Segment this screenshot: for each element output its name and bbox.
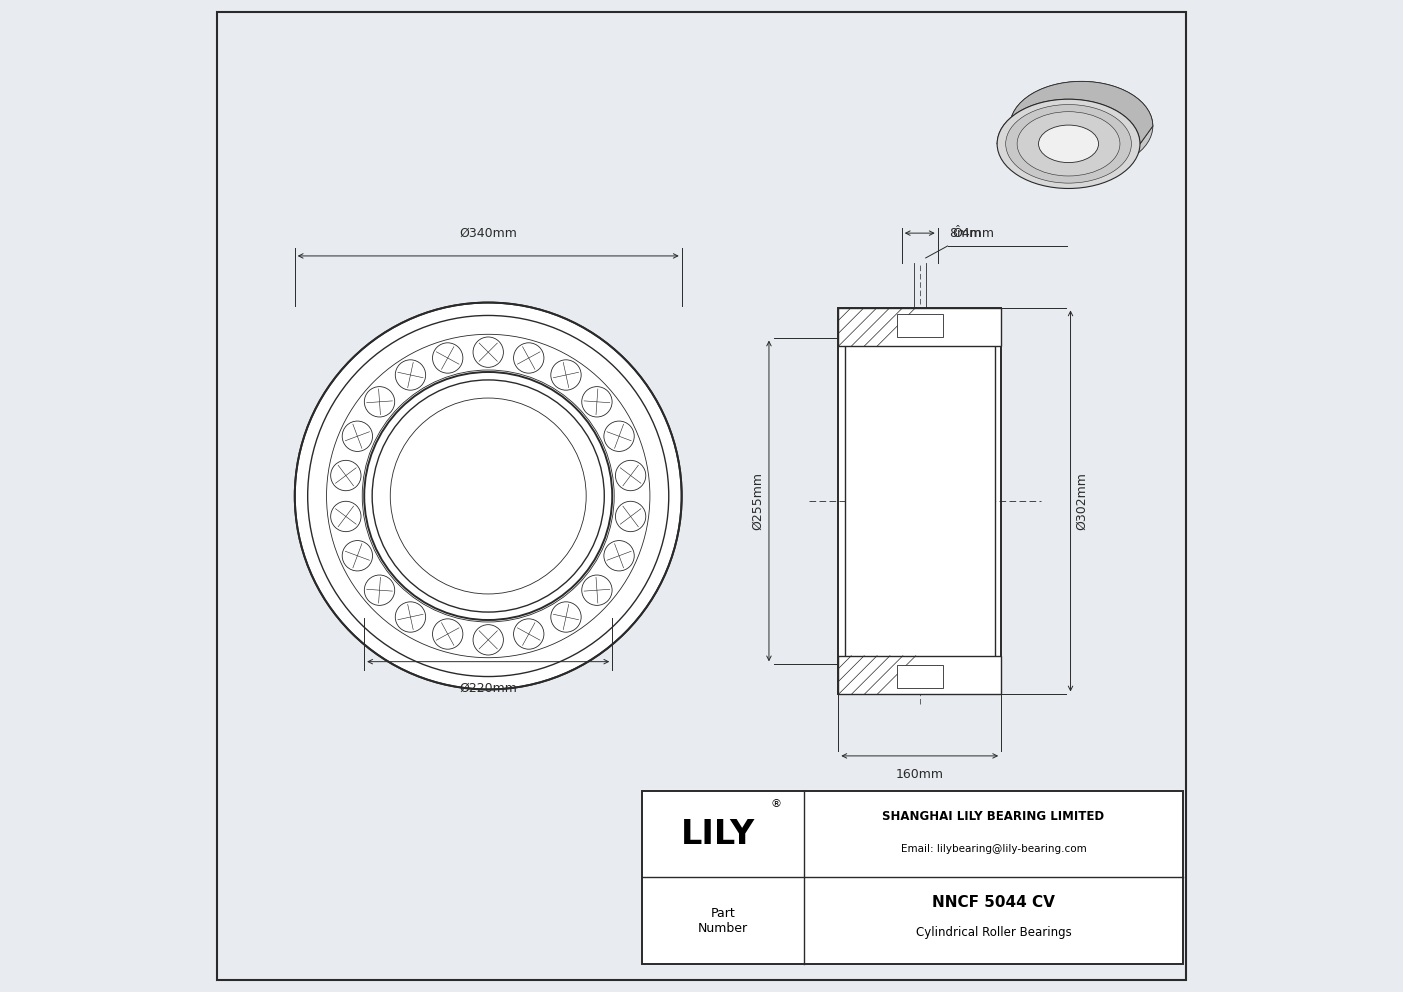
Circle shape — [342, 421, 373, 451]
Ellipse shape — [1006, 104, 1131, 184]
Circle shape — [365, 575, 394, 605]
Circle shape — [582, 575, 612, 605]
Circle shape — [603, 541, 634, 571]
Ellipse shape — [1051, 107, 1111, 145]
Circle shape — [551, 360, 581, 390]
Circle shape — [603, 421, 634, 451]
Text: ®: ® — [770, 800, 781, 809]
Text: LILY: LILY — [680, 817, 755, 850]
Circle shape — [432, 619, 463, 649]
Text: Ø340mm: Ø340mm — [459, 227, 518, 240]
Text: Part
Number: Part Number — [699, 907, 748, 934]
Circle shape — [473, 625, 504, 655]
Ellipse shape — [1038, 125, 1099, 163]
Circle shape — [396, 360, 425, 390]
Circle shape — [396, 602, 425, 632]
Ellipse shape — [1024, 116, 1114, 172]
Ellipse shape — [998, 99, 1141, 188]
Circle shape — [331, 460, 361, 491]
Bar — [897, 314, 943, 336]
Circle shape — [616, 460, 645, 491]
Circle shape — [616, 501, 645, 532]
Text: Email: lilybearing@lily-bearing.com: Email: lilybearing@lily-bearing.com — [901, 844, 1086, 854]
Text: Ø255mm: Ø255mm — [751, 472, 765, 530]
Text: Ø220mm: Ø220mm — [459, 682, 518, 694]
Bar — [839, 656, 1002, 694]
Circle shape — [582, 387, 612, 417]
Text: Ø302mm: Ø302mm — [1076, 472, 1089, 530]
Circle shape — [473, 337, 504, 367]
Ellipse shape — [1010, 81, 1153, 171]
Circle shape — [513, 619, 544, 649]
Text: SHANGHAI LILY BEARING LIMITED: SHANGHAI LILY BEARING LIMITED — [882, 809, 1104, 822]
Circle shape — [331, 501, 361, 532]
Polygon shape — [998, 81, 1153, 144]
Circle shape — [365, 387, 394, 417]
Bar — [839, 308, 1002, 694]
Circle shape — [513, 343, 544, 373]
Circle shape — [295, 303, 682, 689]
Bar — [845, 337, 995, 665]
Bar — [839, 308, 1002, 346]
Text: 160mm: 160mm — [895, 768, 944, 781]
Circle shape — [342, 541, 373, 571]
Circle shape — [551, 602, 581, 632]
Bar — [897, 666, 943, 687]
Text: NNCF 5044 CV: NNCF 5044 CV — [932, 896, 1055, 911]
Bar — [643, 791, 1183, 964]
Text: Ô4mm: Ô4mm — [953, 227, 995, 240]
Text: 8mm: 8mm — [950, 226, 982, 240]
Ellipse shape — [1017, 112, 1120, 176]
Circle shape — [432, 343, 463, 373]
Text: Cylindrical Roller Bearings: Cylindrical Roller Bearings — [916, 927, 1072, 939]
